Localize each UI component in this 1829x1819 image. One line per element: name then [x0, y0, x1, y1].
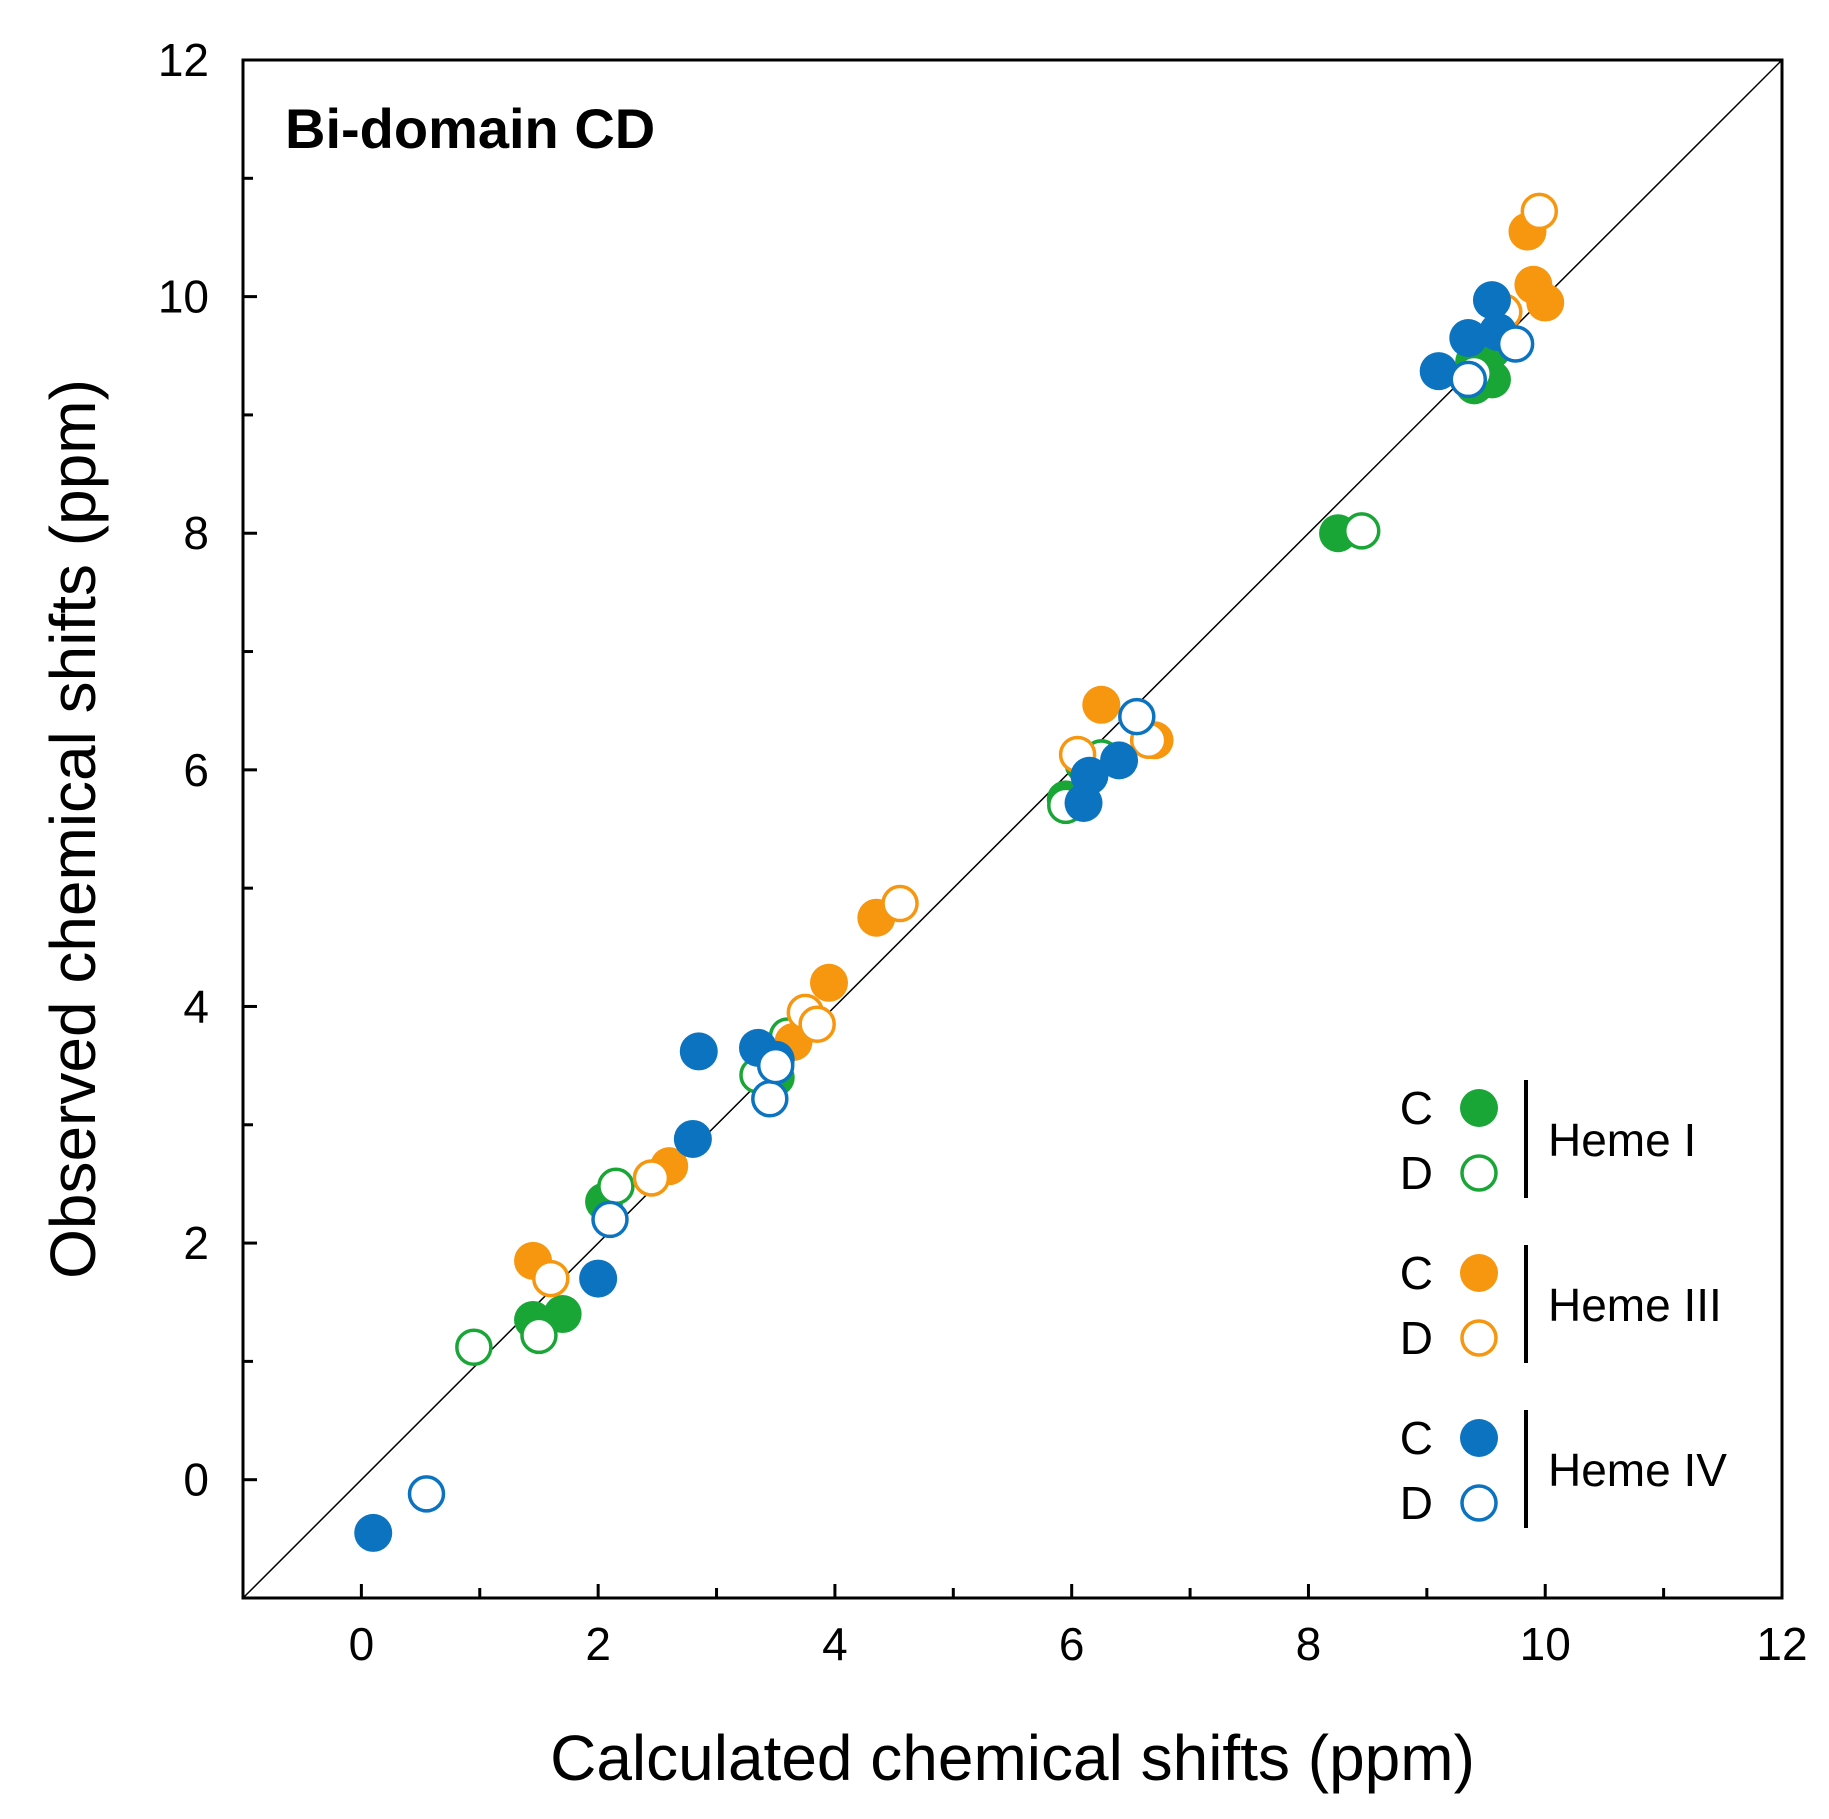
x-tick-label: 4: [822, 1618, 848, 1670]
legend-marker-heme-iii-d: [1460, 1319, 1498, 1357]
point-heme-iv-d: [1118, 697, 1156, 736]
x-tick-label: 10: [1520, 1618, 1571, 1670]
point-heme-iv-d: [1449, 360, 1488, 399]
legend-marker-heme-iv-d: [1460, 1484, 1498, 1522]
point-heme-iv-c: [579, 1259, 618, 1298]
legend-group-heme-iv: Heme IV: [1548, 1444, 1727, 1496]
point-heme-iii-d: [1520, 192, 1559, 231]
point-heme-i-d: [597, 1167, 635, 1206]
point-heme-iv-d: [591, 1200, 629, 1239]
point-heme-iv-c: [1100, 741, 1139, 780]
legend-label-heme-iii-d: D: [1400, 1312, 1433, 1364]
x-tick-label: 12: [1756, 1618, 1807, 1670]
legend-label-heme-iv-c: C: [1400, 1412, 1433, 1464]
point-heme-iv-c: [1419, 352, 1458, 391]
legend-marker-heme-iii-c: [1460, 1254, 1498, 1292]
x-tick-label: 8: [1296, 1618, 1322, 1670]
point-heme-iii-d: [632, 1159, 671, 1197]
point-heme-iii-d: [532, 1259, 570, 1298]
x-tick-label: 0: [349, 1618, 375, 1670]
x-tick-label: 6: [1059, 1618, 1085, 1670]
y-tick-label: 2: [183, 1217, 209, 1269]
legend-marker-heme-iv-c: [1460, 1419, 1498, 1457]
y-tick-label: 4: [183, 980, 209, 1032]
point-heme-iii-c: [810, 963, 849, 1002]
legend-label-heme-i-d: D: [1400, 1147, 1433, 1199]
point-heme-iv-d: [751, 1079, 789, 1118]
point-heme-iv-c: [1070, 756, 1109, 795]
legend-marker-heme-i-c: [1460, 1089, 1498, 1127]
x-axis-title: Calculated chemical shifts (ppm): [550, 1722, 1475, 1794]
y-tick-label: 10: [158, 271, 209, 323]
legend-marker-heme-i-d: [1460, 1154, 1498, 1192]
point-heme-iii-c: [1082, 685, 1121, 724]
point-heme-iv-c: [673, 1119, 712, 1158]
chart-title: Bi-domain CD: [285, 97, 655, 160]
y-tick-label: 12: [158, 34, 209, 86]
point-heme-iv-d: [1496, 325, 1535, 363]
point-heme-iii-d: [798, 1005, 836, 1043]
y-tick-label: 8: [183, 507, 209, 559]
legend-group-heme-i: Heme I: [1548, 1114, 1696, 1166]
legend-label-heme-iv-d: D: [1400, 1477, 1433, 1529]
point-heme-iv-d: [407, 1475, 446, 1513]
point-heme-i-d: [520, 1316, 558, 1355]
point-heme-iv-c: [1449, 319, 1488, 358]
y-tick-label: 6: [183, 744, 209, 796]
identity-line: [242, 59, 1783, 1599]
point-heme-iii-c: [1526, 283, 1565, 322]
point-heme-iv-c: [354, 1513, 393, 1552]
legend-group-heme-iii: Heme III: [1548, 1279, 1722, 1331]
y-axis-title: Observed chemical shifts (ppm): [37, 379, 109, 1279]
point-heme-i-d: [1342, 512, 1381, 550]
point-heme-iv-d: [756, 1046, 795, 1085]
legend-label-heme-iii-c: C: [1400, 1247, 1433, 1299]
point-heme-iv-c: [1472, 281, 1511, 320]
plot-frame: [241, 58, 1784, 1600]
point-heme-iii-d: [881, 884, 919, 923]
y-tick-label: 0: [183, 1454, 209, 1506]
x-tick-label: 2: [585, 1618, 611, 1670]
legend-label-heme-i-c: C: [1400, 1082, 1433, 1134]
point-heme-i-d: [455, 1328, 493, 1366]
point-heme-iv-c: [679, 1032, 718, 1071]
